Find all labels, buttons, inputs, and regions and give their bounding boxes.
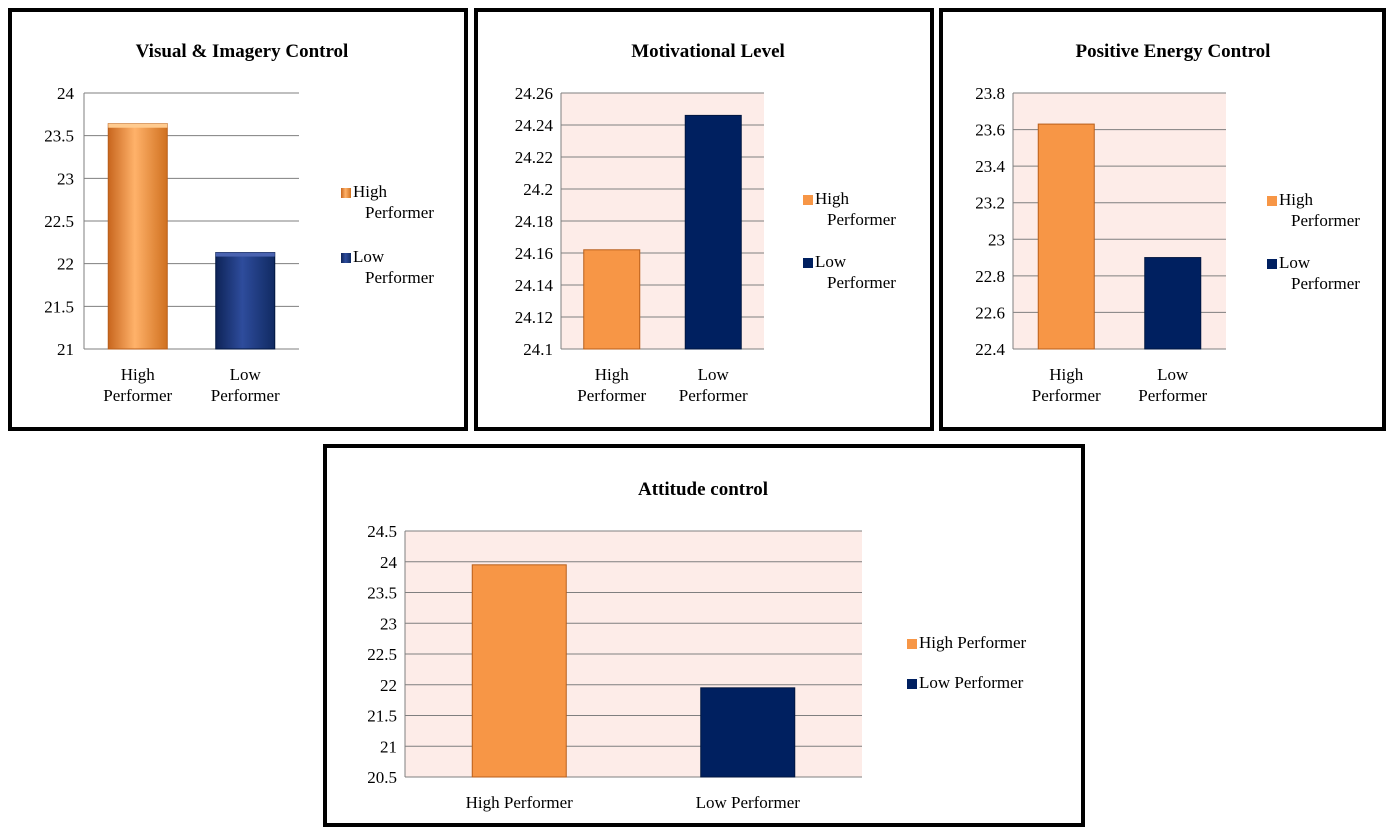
- x-category-label: Low Performer: [679, 365, 748, 405]
- y-tick-label: 24.16: [515, 244, 553, 263]
- y-tick-label: 20.5: [367, 768, 397, 787]
- chart-panel-visual-imagery: Visual & Imagery Control 21 21.5 22 22.5 23 23…: [8, 8, 468, 431]
- y-tick-label: 22.5: [44, 212, 74, 231]
- legend-label-high: High Performer: [1279, 190, 1360, 230]
- chart-title: Visual & Imagery Control: [136, 41, 349, 62]
- y-tick-label: 24.18: [515, 212, 553, 231]
- bar-high-performer: [1037, 123, 1095, 350]
- bar-top-face: [215, 252, 275, 257]
- chart-svg: Positive Energy Control 22.4 22.6 22.8 23 23.…: [975, 41, 1360, 405]
- y-tick-label: 22: [380, 676, 397, 695]
- chart-svg: Motivational Level 24.1 24.12 24.14 24.16 24.…: [515, 41, 897, 405]
- legend-swatch-high: [803, 195, 813, 205]
- y-tick-label: 24.2: [523, 180, 553, 199]
- y-tick-label: 24.5: [367, 522, 397, 541]
- legend-swatch-high: [341, 188, 351, 198]
- x-category-label: Low Performer: [211, 365, 280, 405]
- x-category-label: High Performer: [1032, 365, 1101, 405]
- legend-swatch-low: [1267, 259, 1277, 269]
- y-tick-label: 21: [57, 340, 74, 359]
- legend-swatch-high: [1267, 196, 1277, 206]
- chart-panel-motivational: Motivational Level 24.1 24.12 24.14 24.16 24.…: [474, 8, 934, 431]
- y-tick-label: 21: [380, 737, 397, 756]
- y-tick-label: 23.8: [975, 84, 1005, 103]
- y-tick-label: 23.6: [975, 121, 1005, 140]
- x-category-label: Low Performer: [696, 793, 801, 812]
- y-tick-label: 22: [57, 255, 74, 274]
- y-tick-label: 24.22: [515, 148, 553, 167]
- bar-top-face: [108, 123, 168, 128]
- y-tick-label: 21.5: [367, 707, 397, 726]
- legend-label-high: High Performer: [353, 182, 434, 222]
- y-tick-label: 22.8: [975, 267, 1005, 286]
- y-tick-label: 24: [380, 553, 398, 572]
- y-tick-label: 24.1: [523, 340, 553, 359]
- chart-title: Positive Energy Control: [1076, 41, 1271, 62]
- legend-label-low: Low Performer: [353, 247, 434, 287]
- y-tick-label: 22.6: [975, 303, 1005, 322]
- legend-label-high: High Performer: [815, 189, 896, 229]
- y-tick-label: 23: [988, 230, 1005, 249]
- y-tick-label: 23.2: [975, 194, 1005, 213]
- y-tick-label: 22.5: [367, 645, 397, 664]
- chart-title: Motivational Level: [631, 41, 785, 62]
- x-category-label: High Performer: [103, 365, 172, 405]
- legend-label-high: High Performer: [919, 633, 1027, 652]
- chart-svg: Attitude control 20.5 21 21.5 22 22.5 23 23.5 24…: [367, 479, 1027, 812]
- y-tick-label: 24: [57, 84, 75, 103]
- bar-low-performer: [215, 252, 276, 350]
- legend-label-low: Low Performer: [919, 673, 1024, 692]
- y-tick-label: 24.26: [515, 84, 553, 103]
- y-tick-label: 21.5: [44, 297, 74, 316]
- legend-swatch-low: [341, 253, 351, 263]
- y-tick-label: 23.4: [975, 157, 1005, 176]
- legend-label-low: Low Performer: [1279, 253, 1360, 293]
- y-tick-label: 24.12: [515, 308, 553, 327]
- x-category-label: Low Performer: [1138, 365, 1207, 405]
- bar-low-performer: [684, 114, 742, 350]
- y-tick-label: 23.5: [44, 127, 74, 146]
- y-tick-label: 23: [57, 169, 74, 188]
- chart-panel-attitude: Attitude control 20.5 21 21.5 22 22.5 23 23.5 24…: [323, 444, 1085, 827]
- chart-panel-positive-energy: Positive Energy Control 22.4 22.6 22.8 23 23.…: [939, 8, 1386, 431]
- x-category-label: High Performer: [577, 365, 646, 405]
- x-category-label: High Performer: [466, 793, 574, 812]
- chart-title: Attitude control: [638, 479, 768, 500]
- legend-swatch-low: [907, 679, 917, 689]
- bar-high-performer: [107, 123, 168, 350]
- legend-swatch-low: [803, 258, 813, 268]
- chart-svg: Visual & Imagery Control 21 21.5 22 22.5 23 23…: [44, 41, 434, 405]
- y-tick-label: 24.14: [515, 276, 554, 295]
- bar-low-performer: [1144, 257, 1202, 350]
- y-tick-label: 23: [380, 614, 397, 633]
- bar-low-performer: [700, 687, 796, 778]
- legend-label-low: Low Performer: [815, 252, 896, 292]
- legend-swatch-high: [907, 639, 917, 649]
- y-tick-label: 24.24: [515, 116, 554, 135]
- y-tick-label: 23.5: [367, 584, 397, 603]
- y-tick-label: 22.4: [975, 340, 1005, 359]
- bar-high-performer: [471, 564, 567, 778]
- bar-high-performer: [583, 249, 641, 350]
